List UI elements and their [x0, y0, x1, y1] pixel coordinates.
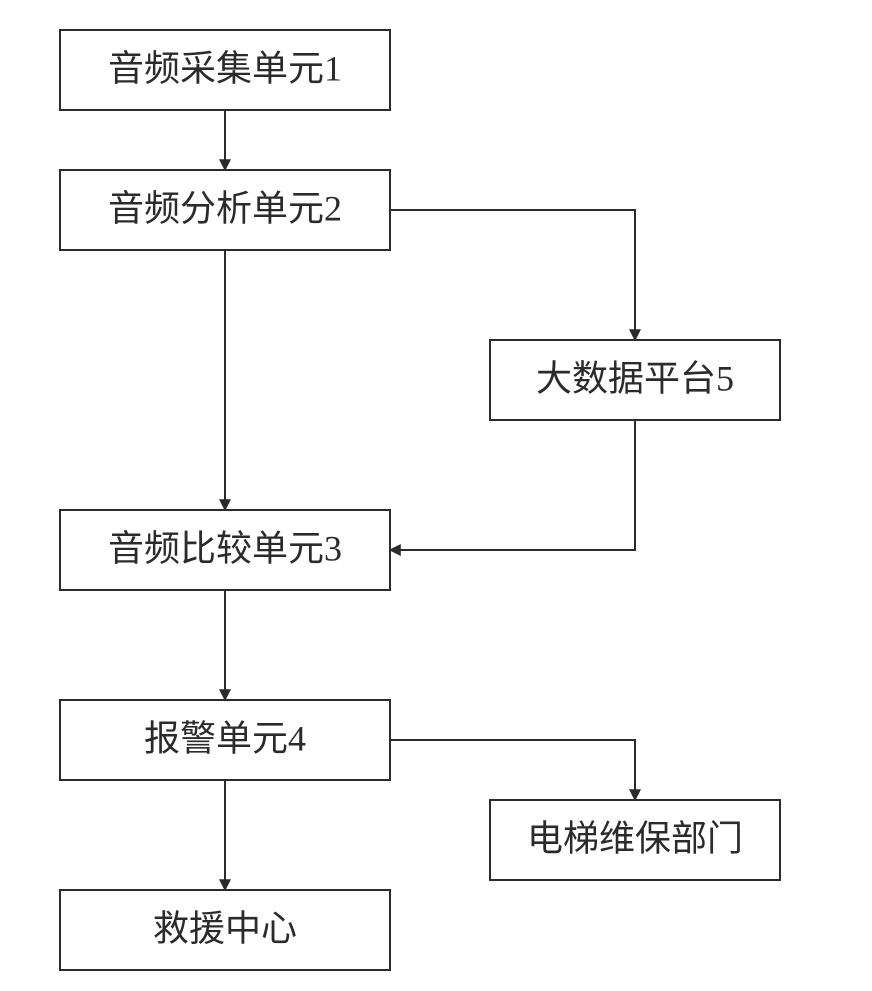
- node-label-n3: 音频比较单元3: [108, 528, 342, 568]
- node-n6: 电梯维保部门: [490, 800, 780, 880]
- node-n4: 报警单元4: [60, 700, 390, 780]
- node-n2: 音频分析单元2: [60, 170, 390, 250]
- node-label-n4: 报警单元4: [144, 718, 306, 758]
- flowchart-canvas: 音频采集单元1 音频分析单元2 大数据平台5 音频比较单元3 报警单元4 电梯维保部门救援…: [0, 0, 872, 991]
- node-label-n7: 救援中心: [153, 908, 297, 948]
- node-label-n1: 音频采集单元1: [108, 48, 342, 88]
- edge-n4-n6: [390, 740, 635, 800]
- node-label-n2: 音频分析单元2: [108, 188, 342, 228]
- node-n3: 音频比较单元3: [60, 510, 390, 590]
- node-label-n5: 大数据平台5: [536, 358, 734, 398]
- node-label-n6: 电梯维保部门: [527, 818, 743, 858]
- node-n1: 音频采集单元1: [60, 30, 390, 110]
- node-n7: 救援中心: [60, 890, 390, 970]
- edge-n5-n3: [390, 420, 635, 550]
- edge-n2-n5: [390, 210, 635, 340]
- node-n5: 大数据平台5: [490, 340, 780, 420]
